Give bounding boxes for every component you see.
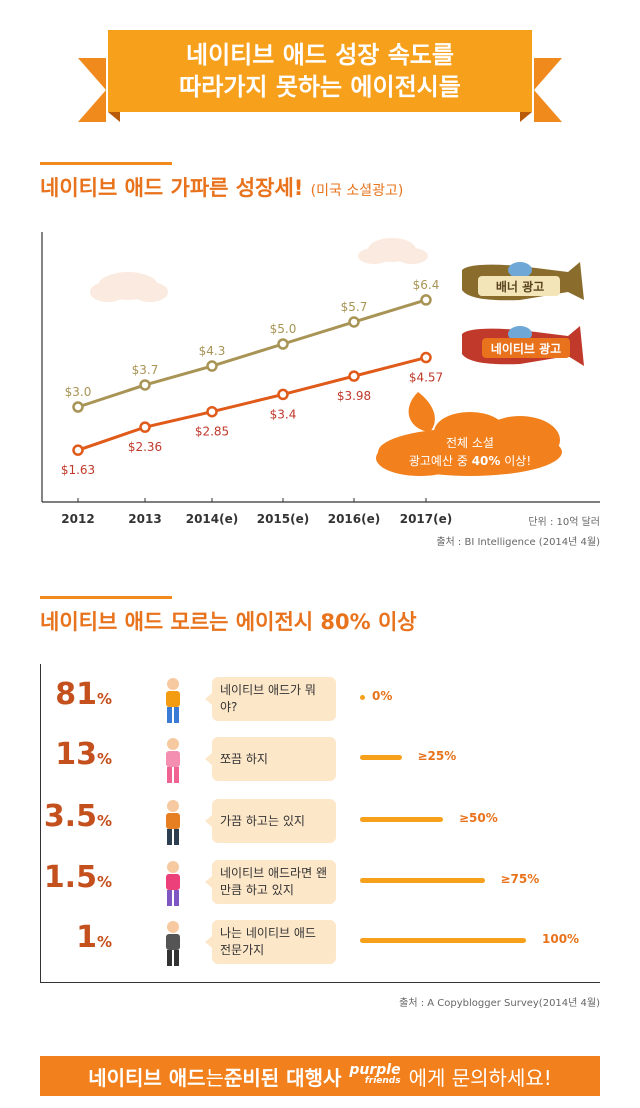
banner-fold-right [520,112,532,122]
chart-unit: 단위 : 10억 달러 [528,517,600,528]
person-icon [160,799,186,851]
level-bar [360,938,526,943]
level-label: ≥50% [459,811,498,825]
bars-x-axis [40,982,600,983]
section2-title: 네이티브 애드 모르는 에이전시 80% 이상 [40,610,417,634]
data-point [420,294,432,306]
bars-y-axis [40,664,41,982]
data-point [277,388,289,401]
data-label: $3.98 [337,389,371,403]
percent-value: 3.5% [43,799,112,834]
percent-value: 13% [55,737,112,772]
headline-banner: 네이티브 애드 성장 속도를 따라가지 못하는 에이전시들 [108,30,532,112]
footer-part4: 에게 문의하세요! [408,1065,552,1090]
data-label: $1.63 [61,463,95,477]
level-label: 0% [372,689,393,703]
data-label: $5.0 [270,322,297,336]
data-label: $2.36 [128,440,162,454]
level-label: 100% [542,932,580,946]
x-tick-label: 2014(e) [186,512,239,526]
callout-line1: 전체 소셜 [446,436,494,450]
footer-part1: 네이티브 애드 [88,1065,206,1090]
banner-fold-left [108,112,120,122]
data-label: $3.4 [270,407,297,421]
speech-bubble: 쪼끔 하지 [205,737,336,781]
level-bar [360,817,443,822]
person-icon [160,677,186,729]
banner-ribbon-right [534,58,562,122]
section1-title: 네이티브 애드 가파른 성장세! (미국 소셜광고) [40,172,403,202]
x-tick-label: 2017(e) [400,512,453,526]
person-icon [160,737,186,789]
x-tick-label: 2016(e) [328,512,381,526]
section1-subtitle: (미국 소셜광고) [310,183,404,199]
headline-line2: 따라가지 못하는 에이전시들 [179,73,461,101]
data-point [348,316,360,328]
native-ad-plane-icon [462,326,584,366]
banner-ad-plane-icon [462,262,584,301]
cloud-right [358,238,428,264]
data-point [72,401,84,413]
section1-rule [40,162,172,165]
section1-title-main: 네이티브 애드 가파른 성장세! [40,176,304,200]
callout-line2: 광고예산 중 40% 이상! [409,454,531,468]
data-point [206,405,218,418]
percent-value: 1% [76,920,112,955]
callout-cloud [376,392,562,476]
banner-ribbon-left [78,58,106,122]
section2-rule [40,596,172,599]
speech-bubble: 네이티브 애드라면 왠만큼 하고 있지 [205,860,336,904]
data-point [277,338,289,350]
series-line [77,356,427,452]
footer-part2: 는 [205,1065,224,1090]
headline-line1: 네이티브 애드 성장 속도를 [186,41,454,69]
percent-value: 81% [55,677,112,712]
data-label: $3.0 [65,385,92,399]
chart-marks: 2012 2013 2014(e) 2015(e) 2016(e) 2017(e) $3.0… [61,278,452,526]
banner-ad-plane-label: 배너 광고 [496,279,544,294]
data-point [420,351,432,364]
level-label: ≥75% [500,872,540,886]
data-point [206,360,218,372]
x-tick-label: 2015(e) [257,512,310,526]
person-icon [160,920,186,972]
data-label: $3.7 [132,363,159,377]
data-label: $4.57 [409,371,443,385]
percent-value: 1.5% [43,860,112,895]
chart-source: 출처 : BI Intelligence (2014년 4월) [436,537,600,548]
speech-bubble: 네이티브 애드가 뭐야? [205,677,336,721]
series-line [77,298,427,409]
data-point [139,379,151,391]
x-tick-label: 2012 [61,512,94,526]
line-chart: 전체 소셜 광고예산 중 40% 이상! 배너 광고 네이티브 광고 2012 2… [41,232,600,526]
cloud-left [90,272,168,302]
level-label: ≥25% [417,749,457,763]
level-bar [360,878,485,883]
purple-friends-logo: purple friends [349,1062,401,1086]
data-point [139,421,151,433]
data-label: $5.7 [341,300,368,314]
speech-bubble: 가끔 하고는 있지 [205,799,336,843]
data-label: $2.85 [195,425,229,439]
data-label: $4.3 [199,344,226,358]
data-label: $6.4 [413,278,440,292]
data-point [72,444,84,456]
level-bar [360,755,402,760]
footer-part3: 준비된 대행사 [224,1065,342,1090]
footer-cta: 네이티브 애드 는 준비된 대행사 purple friends 에게 문의하세… [40,1056,600,1096]
person-icon [160,860,186,912]
native-ad-plane-label: 네이티브 광고 [491,341,561,356]
bars-source: 출처 : A Copyblogger Survey(2014년 4월) [399,998,600,1009]
data-point [348,370,360,382]
x-tick-label: 2013 [128,512,161,526]
level-bar [360,695,365,700]
speech-bubble: 나는 네이티브 애드 전문가지 [205,920,336,964]
